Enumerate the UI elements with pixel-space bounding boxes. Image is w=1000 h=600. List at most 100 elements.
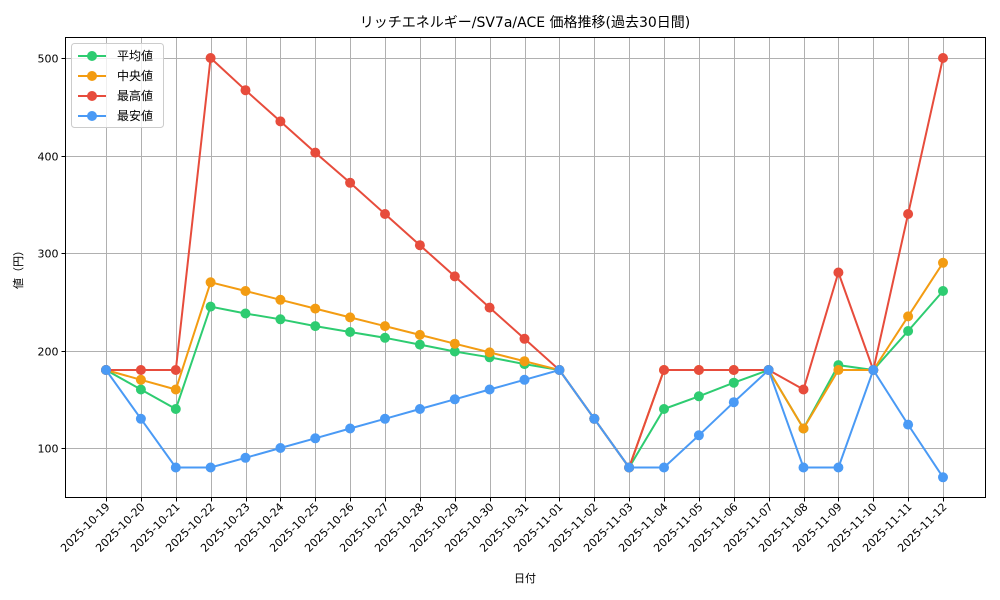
data-point [659, 404, 669, 414]
data-point [414, 329, 425, 340]
data-point [380, 321, 390, 332]
series-1 [101, 257, 948, 473]
data-point [380, 209, 390, 219]
data-point [693, 365, 704, 375]
data-point [275, 443, 286, 453]
data-point [868, 365, 879, 375]
data-point [449, 346, 460, 357]
data-point [449, 338, 460, 349]
data-point [380, 413, 390, 424]
data-point [310, 321, 321, 332]
data-point [345, 423, 356, 434]
legend-box [71, 43, 164, 128]
data-point [345, 327, 356, 337]
data-point [833, 365, 844, 375]
series-2 [101, 53, 948, 473]
data-point [205, 277, 216, 288]
data-point [205, 53, 216, 63]
data-point [275, 314, 286, 325]
x-axis-ticks: 2025-10-192025-10-202025-10-212025-10-22… [58, 497, 950, 555]
data-point [275, 116, 286, 127]
data-point [728, 377, 739, 388]
data-point [484, 347, 495, 358]
data-point [414, 404, 425, 414]
data-point [624, 462, 635, 473]
y-tick-label: 400 [38, 151, 59, 164]
data-point [938, 472, 948, 483]
data-point [903, 311, 914, 322]
data-point [449, 271, 460, 282]
legend-label: 最高値 [117, 88, 153, 103]
data-point [170, 462, 181, 473]
data-point [728, 365, 739, 375]
data-point [903, 326, 914, 336]
series-lines [101, 53, 948, 483]
data-point [484, 302, 495, 313]
data-point [938, 257, 948, 268]
legend-marker-icon [87, 71, 97, 81]
data-point [310, 147, 321, 158]
data-point [519, 333, 530, 344]
data-point [833, 462, 844, 473]
legend-label: 最安値 [117, 108, 153, 123]
data-point [170, 365, 181, 375]
y-axis-ticks: 100 200 300 400 500 [38, 53, 66, 456]
legend-label: 中央値 [117, 68, 153, 83]
data-point [693, 430, 704, 441]
data-point [205, 462, 216, 473]
data-point [135, 413, 146, 424]
data-point [170, 384, 181, 395]
data-point [240, 308, 251, 319]
data-point [554, 365, 565, 375]
data-point [798, 462, 809, 473]
series-line [105, 367, 944, 478]
data-point [380, 332, 390, 343]
data-point [659, 462, 669, 473]
data-point [519, 374, 530, 385]
y-tick-label: 300 [38, 248, 59, 261]
data-point [240, 286, 251, 296]
data-point [763, 365, 774, 375]
data-point [345, 312, 356, 323]
data-point [345, 177, 356, 188]
data-point [728, 397, 739, 408]
data-point [938, 286, 948, 296]
data-point [833, 267, 844, 278]
data-point [310, 303, 321, 314]
data-point [310, 433, 321, 444]
data-point [170, 404, 181, 414]
data-point [693, 391, 704, 402]
x-axis-label: 日付 [514, 572, 536, 585]
data-point [414, 240, 425, 251]
data-point [135, 374, 146, 385]
grid-lines [65, 37, 986, 498]
y-tick-label: 500 [38, 53, 59, 66]
data-point [519, 356, 530, 367]
legend-label: 平均値 [117, 48, 153, 63]
data-point [484, 384, 495, 395]
y-tick-label: 100 [38, 443, 59, 456]
y-tick-label: 200 [38, 346, 59, 359]
data-point [135, 365, 146, 375]
data-point [101, 365, 111, 375]
data-point [240, 452, 251, 463]
data-point [240, 85, 251, 96]
data-point [938, 53, 948, 63]
data-point [275, 294, 286, 305]
legend-marker-icon [87, 51, 97, 61]
data-point [589, 413, 600, 424]
legend-marker-icon [87, 91, 97, 101]
legend-marker-icon [87, 111, 97, 121]
data-point [903, 209, 914, 219]
data-point [449, 394, 460, 405]
data-point [135, 384, 146, 395]
data-point [205, 301, 216, 312]
series-3 [101, 365, 948, 483]
data-point [798, 384, 809, 395]
y-axis-label: 値（円） [12, 245, 25, 289]
data-point [659, 365, 669, 375]
data-point [903, 419, 914, 430]
chart-title: リッチエネルギー/SV7a/ACE 価格推移(過去30日間) [359, 15, 691, 31]
